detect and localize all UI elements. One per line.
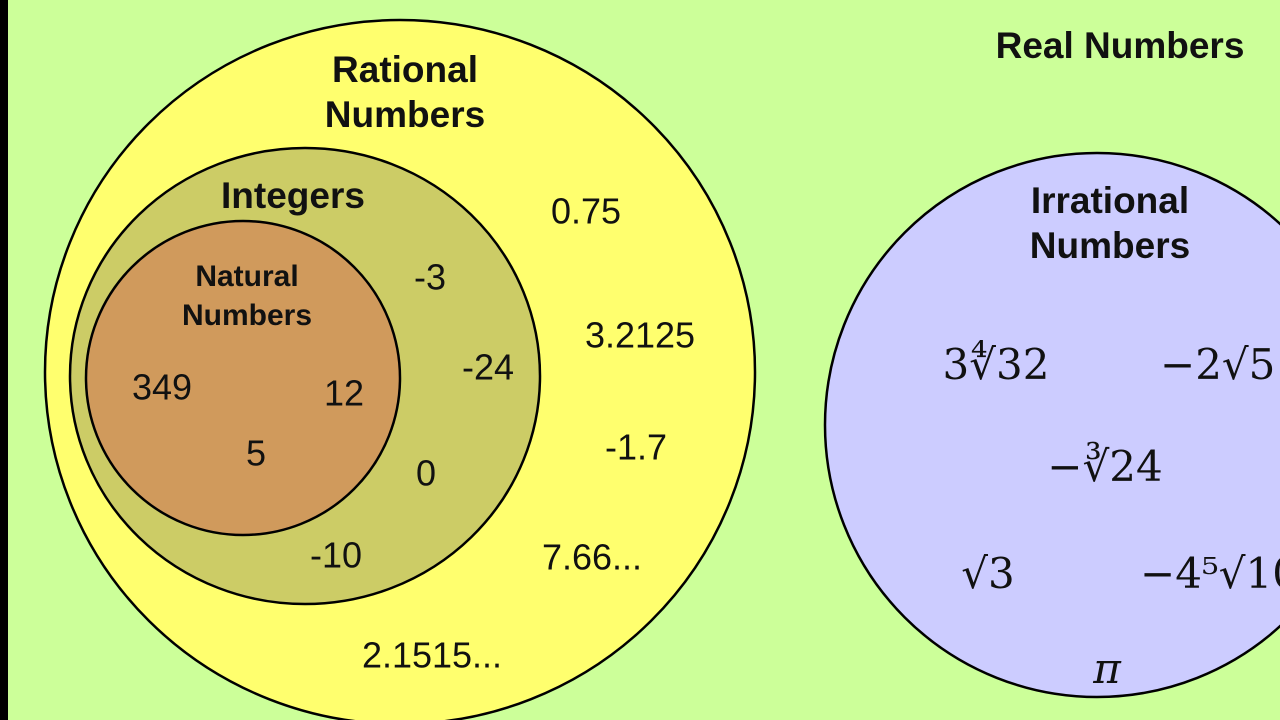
member: 3∜32: [943, 339, 1050, 389]
set-label: Numbers: [182, 299, 312, 332]
natural-set: [84, 219, 402, 537]
member: -3: [414, 257, 446, 298]
member: 2.1515...: [362, 635, 502, 676]
member: π: [1092, 644, 1122, 693]
member: 0: [416, 453, 436, 494]
member: −2√5: [1160, 340, 1275, 389]
left-border: [0, 0, 8, 720]
member: -24: [462, 347, 514, 388]
member: −4⁵√10: [1140, 549, 1280, 598]
irrational-set: [823, 151, 1280, 699]
member: −∛24: [1047, 441, 1162, 491]
set-label: Rational: [332, 49, 478, 90]
member: 5: [246, 433, 266, 474]
set-label: Natural: [195, 260, 298, 293]
set-label: Numbers: [325, 94, 485, 135]
set-label: Irrational: [1031, 180, 1189, 221]
member: -10: [310, 535, 362, 576]
title: Real Numbers: [996, 25, 1245, 66]
member: -1.7: [605, 427, 667, 468]
member: 3.2125: [585, 315, 695, 356]
member: 349: [132, 367, 192, 408]
member: 12: [324, 373, 364, 414]
set-label: Integers: [221, 175, 365, 216]
member: 7.66...: [542, 537, 642, 578]
member: 0.75: [551, 191, 621, 232]
member: √3: [961, 549, 1014, 598]
set-label: Numbers: [1030, 225, 1190, 266]
